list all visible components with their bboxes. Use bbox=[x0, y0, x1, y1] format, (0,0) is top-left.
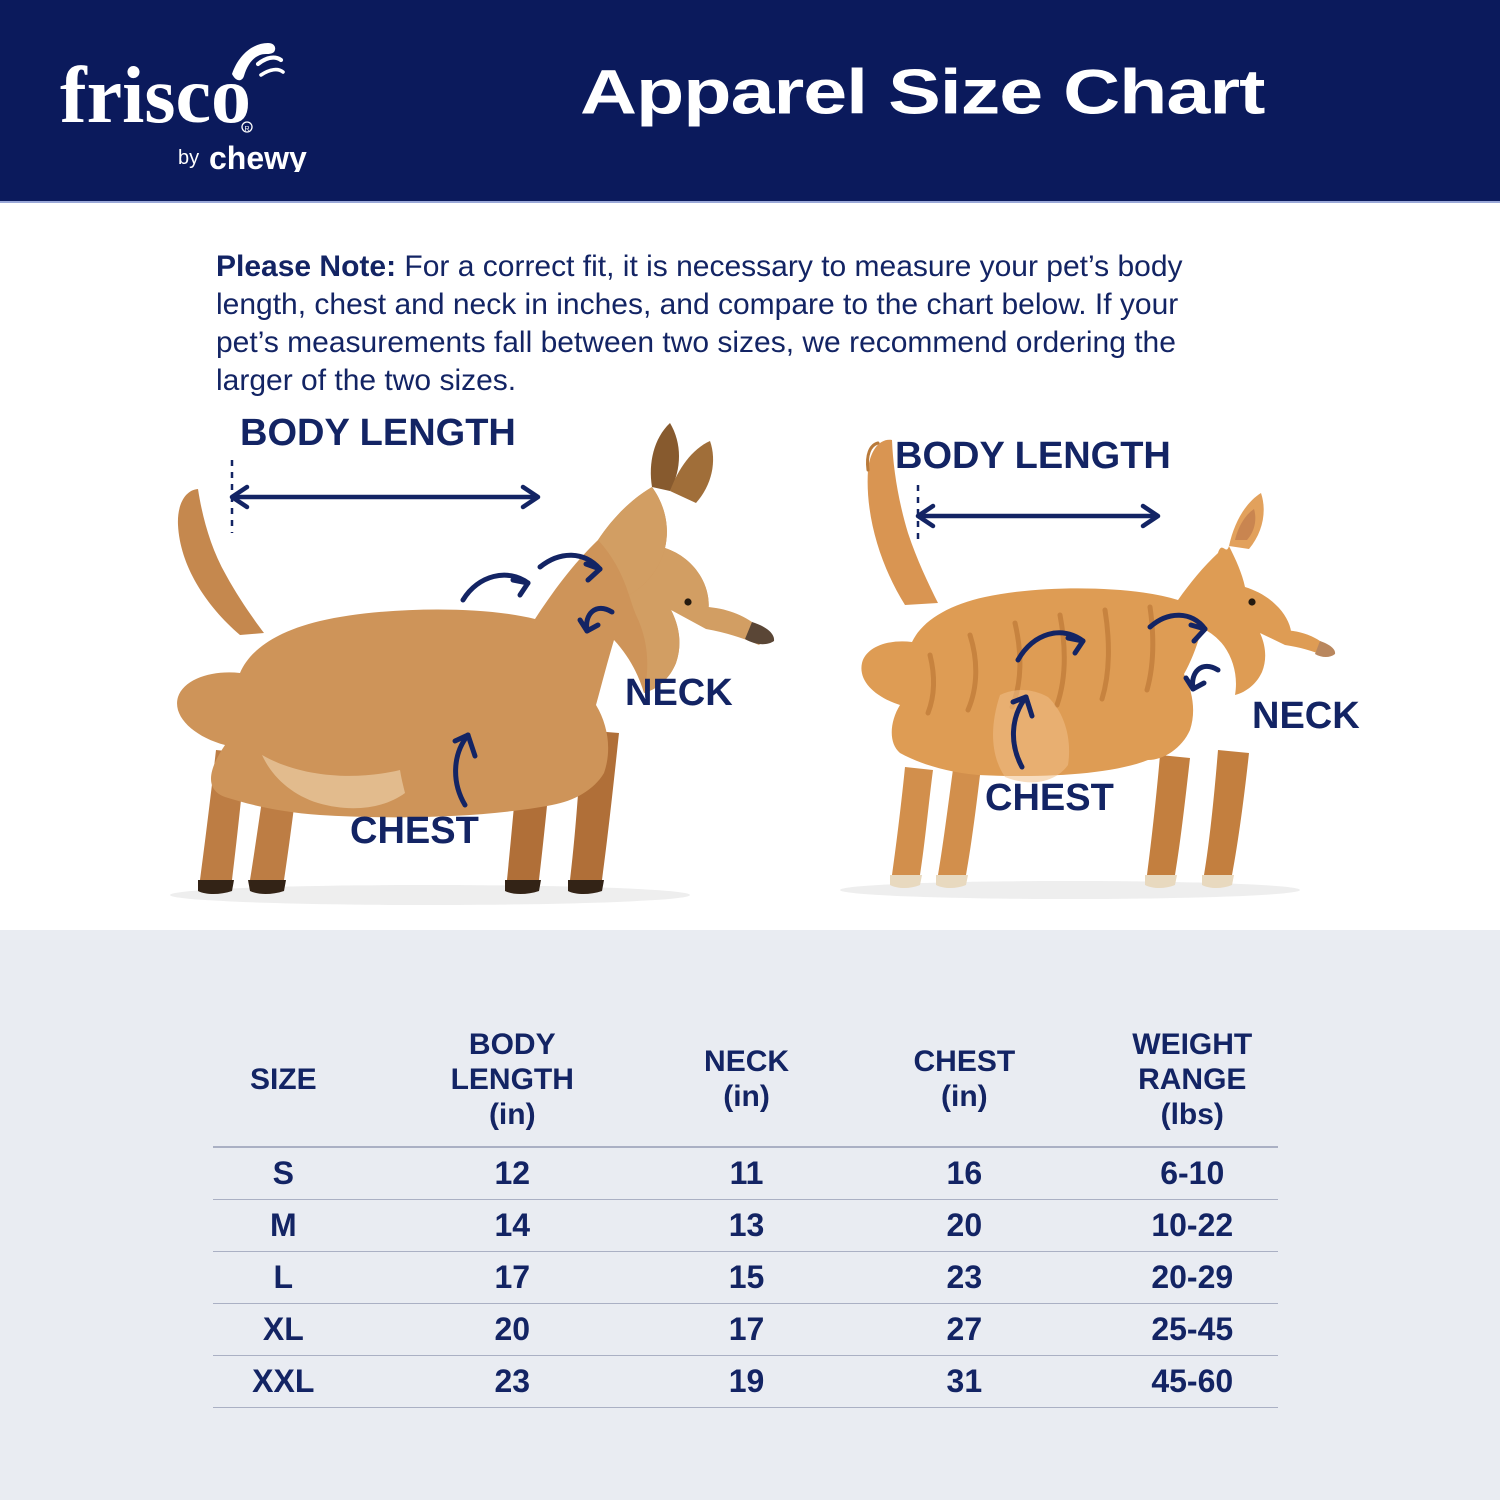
svg-text:BODY LENGTH: BODY LENGTH bbox=[240, 412, 516, 454]
svg-text:BODY LENGTH: BODY LENGTH bbox=[895, 435, 1171, 477]
svg-text:NECK: NECK bbox=[625, 672, 733, 714]
svg-text:R: R bbox=[244, 126, 249, 133]
svg-text:by: by bbox=[178, 147, 199, 169]
svg-text:CHEST: CHEST bbox=[350, 810, 479, 852]
svg-text:CHEST: CHEST bbox=[985, 777, 1114, 819]
svg-text:frisco: frisco bbox=[60, 52, 251, 140]
svg-text:NECK: NECK bbox=[1252, 695, 1360, 737]
svg-text:chewy: chewy bbox=[209, 140, 307, 172]
